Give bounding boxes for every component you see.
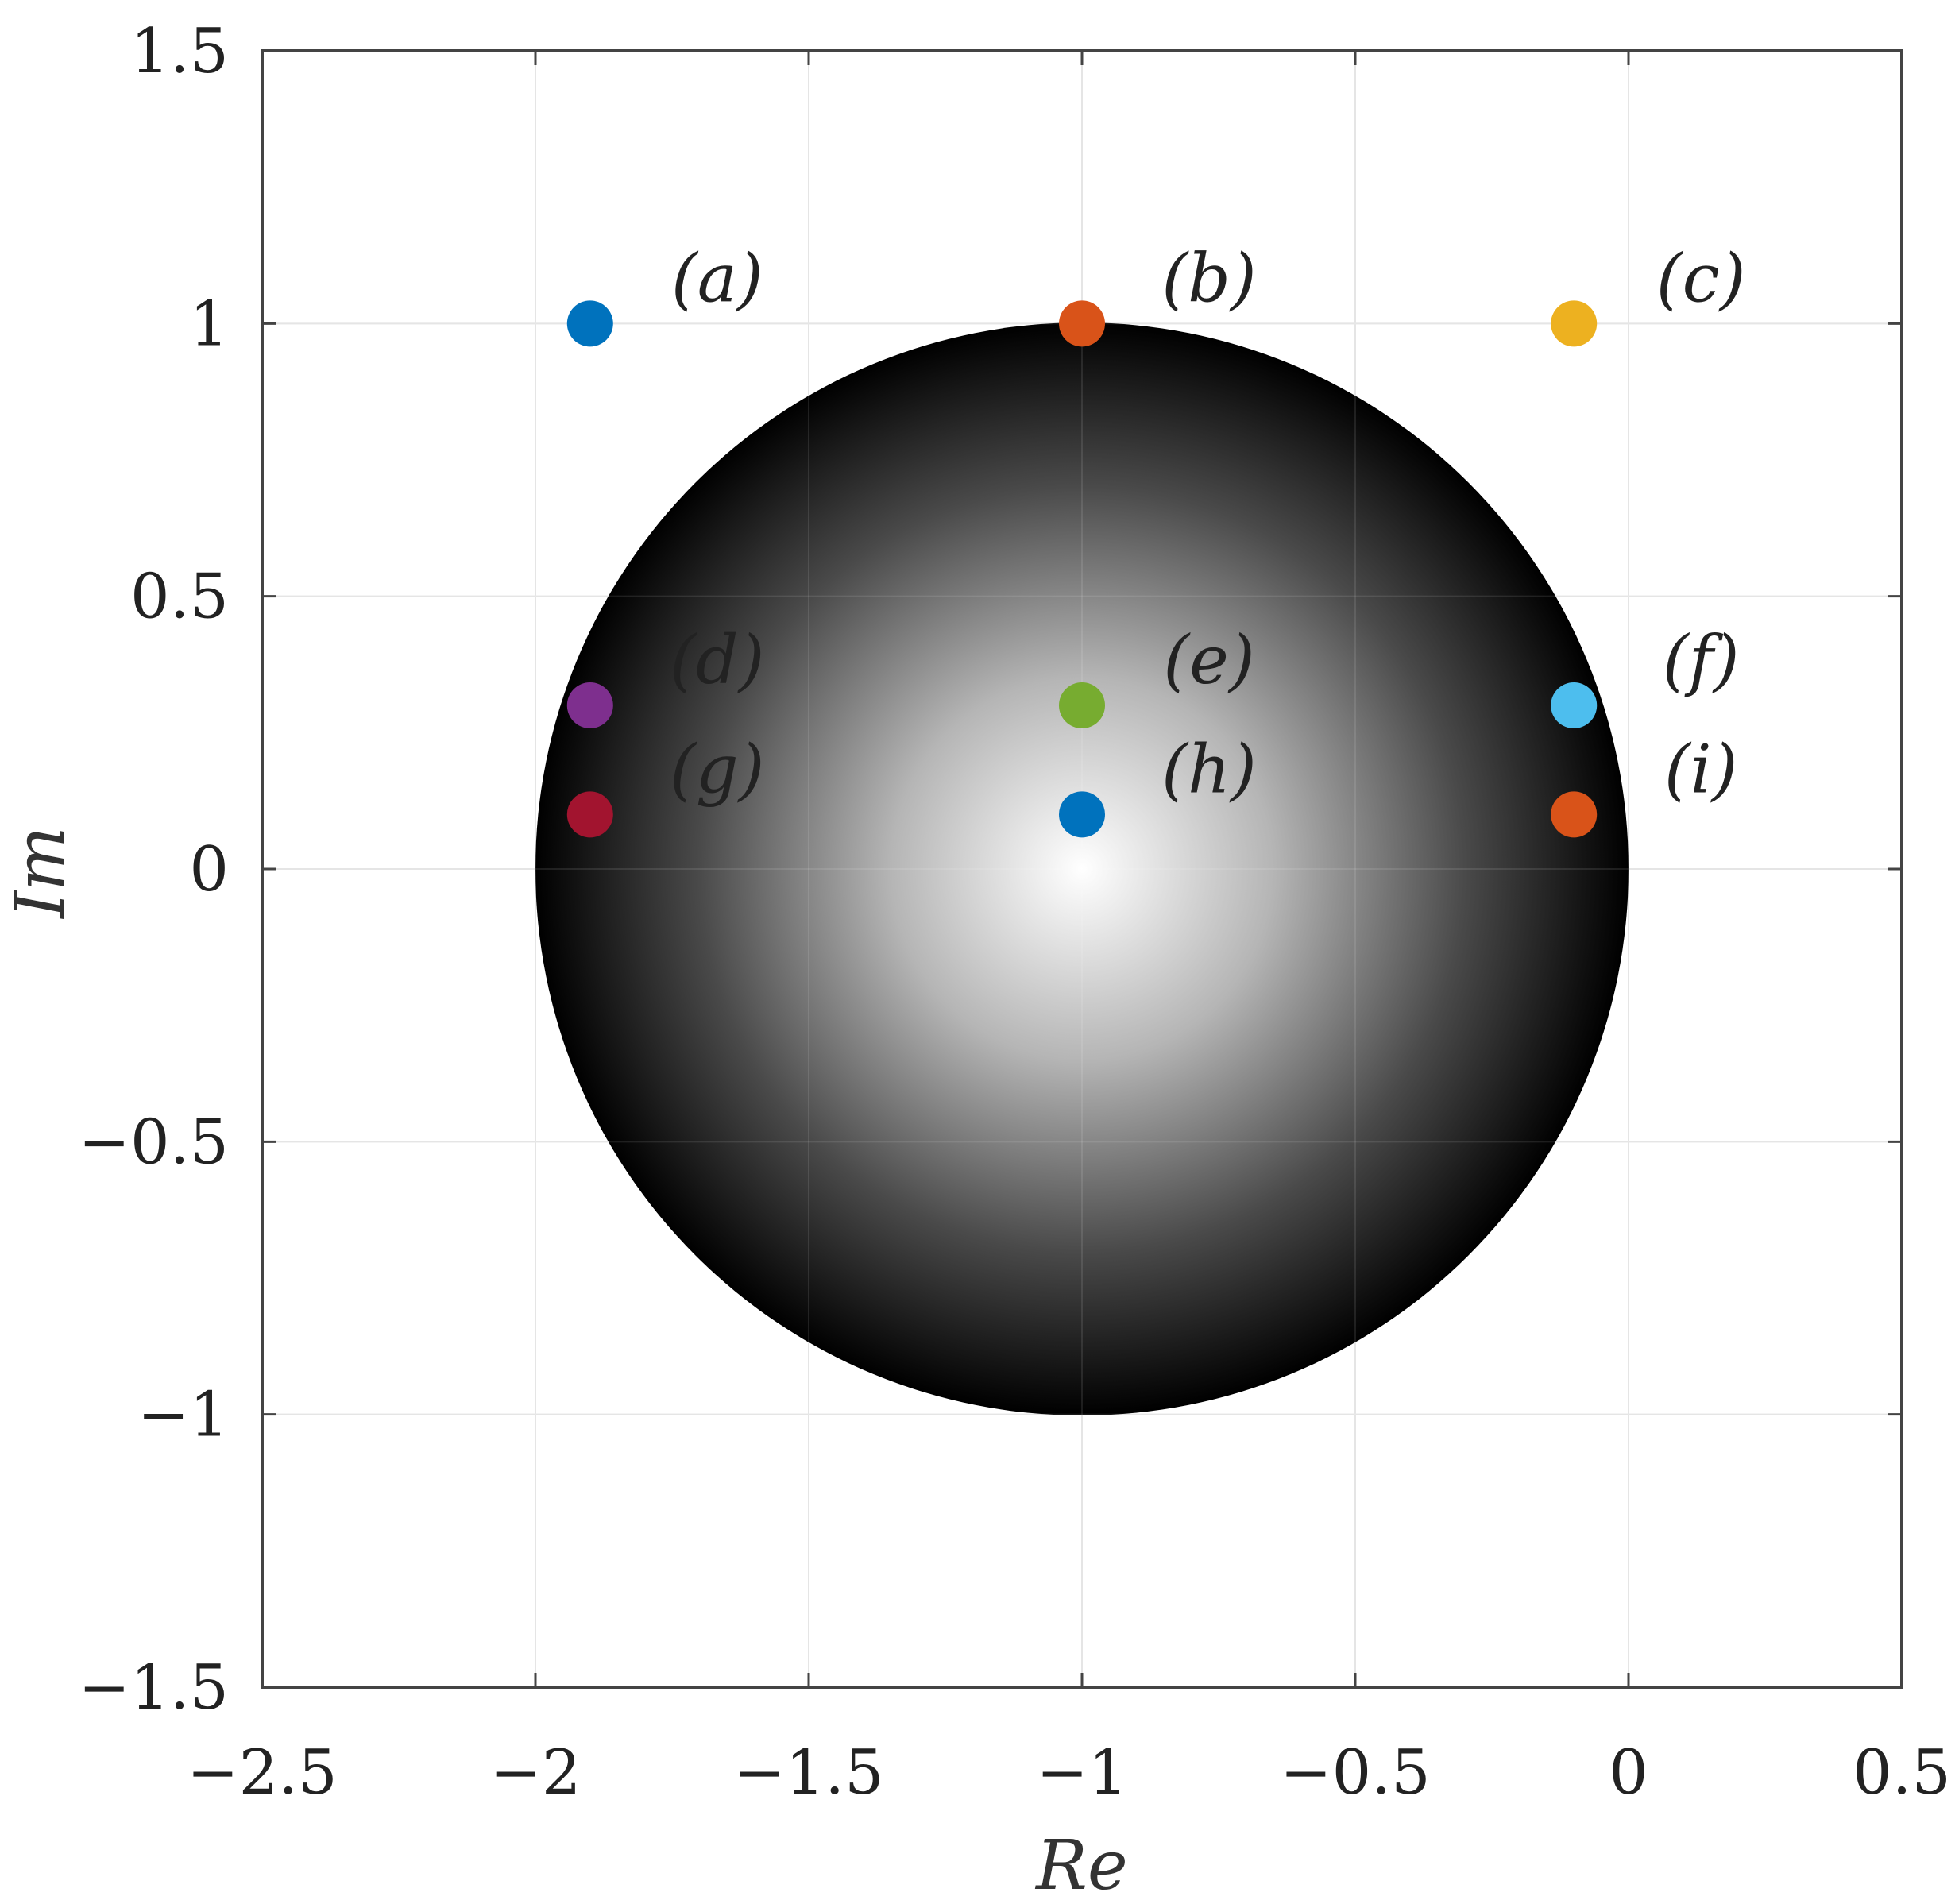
point-c bbox=[1551, 300, 1598, 347]
x-tick-labels: −2.5 −2 −1.5 −1 −0.5 0 0.5 bbox=[187, 1737, 1951, 1809]
x-tick-label: 0.5 bbox=[1853, 1737, 1951, 1809]
point-label-g: (g) bbox=[670, 730, 764, 808]
x-axis-label: Re bbox=[1034, 1826, 1128, 1904]
grid-lines-over-disk bbox=[261, 49, 1903, 1689]
y-tick-label: −1.5 bbox=[79, 1652, 229, 1724]
x-tick-label: −0.5 bbox=[1280, 1737, 1430, 1809]
point-label-i: (i) bbox=[1664, 730, 1737, 808]
point-a bbox=[566, 300, 613, 347]
plot-frame bbox=[261, 49, 1903, 1689]
y-tick-label: 0.5 bbox=[130, 562, 229, 633]
x-tick-label: −1.5 bbox=[733, 1737, 883, 1809]
data-points: (a) (b) (c) (d) (e) (f) (g) (h) (i) bbox=[566, 239, 1746, 838]
x-tick-label: 0 bbox=[1609, 1737, 1648, 1809]
x-tick-label: −1 bbox=[1037, 1737, 1128, 1809]
y-axis-label: Im bbox=[1, 826, 80, 920]
point-label-b: (b) bbox=[1161, 239, 1256, 317]
x-tick-label: −2.5 bbox=[187, 1737, 337, 1809]
point-label-d: (d) bbox=[670, 621, 764, 699]
y-tick-label: 1 bbox=[189, 288, 229, 360]
point-d bbox=[566, 682, 613, 728]
y-tick-label: 1.5 bbox=[130, 16, 229, 87]
point-b bbox=[1059, 300, 1105, 347]
point-f bbox=[1551, 682, 1598, 728]
y-tick-label: −0.5 bbox=[79, 1106, 229, 1178]
point-g bbox=[566, 791, 613, 838]
y-tick-labels: −1.5 −1 −0.5 0 0.5 1 1.5 bbox=[79, 16, 229, 1724]
point-label-f: (f) bbox=[1663, 621, 1740, 699]
point-h bbox=[1059, 791, 1105, 838]
point-label-h: (h) bbox=[1161, 730, 1257, 808]
point-label-a: (a) bbox=[671, 239, 763, 317]
y-tick-label: −1 bbox=[137, 1380, 229, 1451]
y-tick-label: 0 bbox=[189, 834, 229, 906]
point-label-c: (c) bbox=[1656, 239, 1746, 317]
x-tick-label: −2 bbox=[490, 1737, 582, 1809]
point-label-e: (e) bbox=[1163, 621, 1254, 699]
point-e bbox=[1059, 682, 1105, 728]
point-i bbox=[1551, 791, 1598, 838]
unit-disk bbox=[535, 322, 1629, 1415]
